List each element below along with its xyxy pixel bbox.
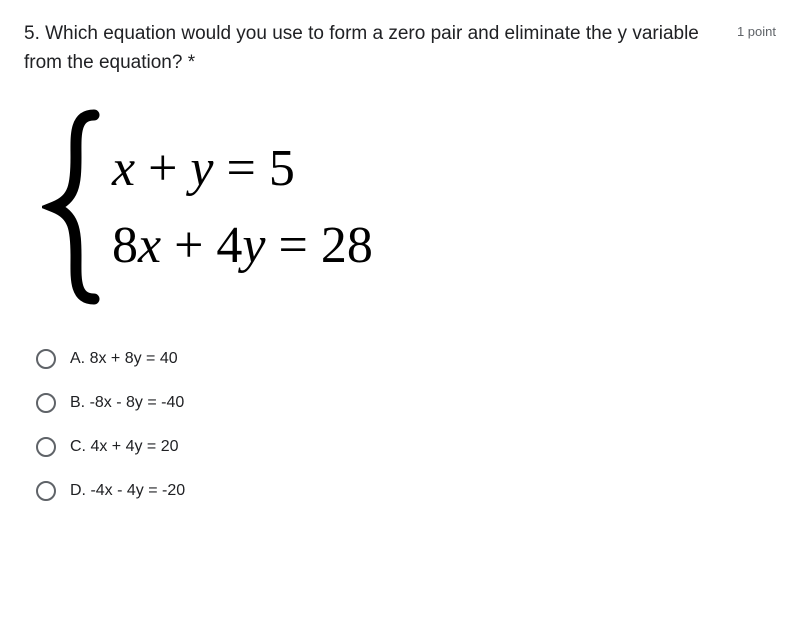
option-label: D. -4x - 4y = -20 [70,482,185,500]
option-b[interactable]: B. -8x - 8y = -40 [36,381,776,425]
question-text-body: 5. Which equation would you use to form … [24,23,699,73]
equation-line-1: x + y = 5 [112,139,373,198]
points-label: 1 point [737,20,776,39]
radio-icon[interactable] [36,393,56,413]
option-a[interactable]: A. 8x + 8y = 40 [36,337,776,381]
option-label: B. -8x - 8y = -40 [70,394,184,412]
question-header: 5. Which equation would you use to form … [24,20,776,77]
option-label: C. 4x + 4y = 20 [70,438,179,456]
options-group: A. 8x + 8y = 40 B. -8x - 8y = -40 C. 4x … [36,337,776,513]
option-c[interactable]: C. 4x + 4y = 20 [36,425,776,469]
equation-system: x + y = 5 8x + 4y = 28 [42,107,776,307]
equation-lines: x + y = 5 8x + 4y = 28 [106,139,373,275]
radio-icon[interactable] [36,437,56,457]
radio-icon[interactable] [36,481,56,501]
equation-wrap: x + y = 5 8x + 4y = 28 [42,107,776,307]
question-text: 5. Which equation would you use to form … [24,20,717,77]
equation-line-2: 8x + 4y = 28 [112,216,373,275]
required-marker: * [188,52,195,73]
option-d[interactable]: D. -4x - 4y = -20 [36,469,776,513]
option-label: A. 8x + 8y = 40 [70,350,178,368]
left-brace-icon [42,107,106,307]
radio-icon[interactable] [36,349,56,369]
